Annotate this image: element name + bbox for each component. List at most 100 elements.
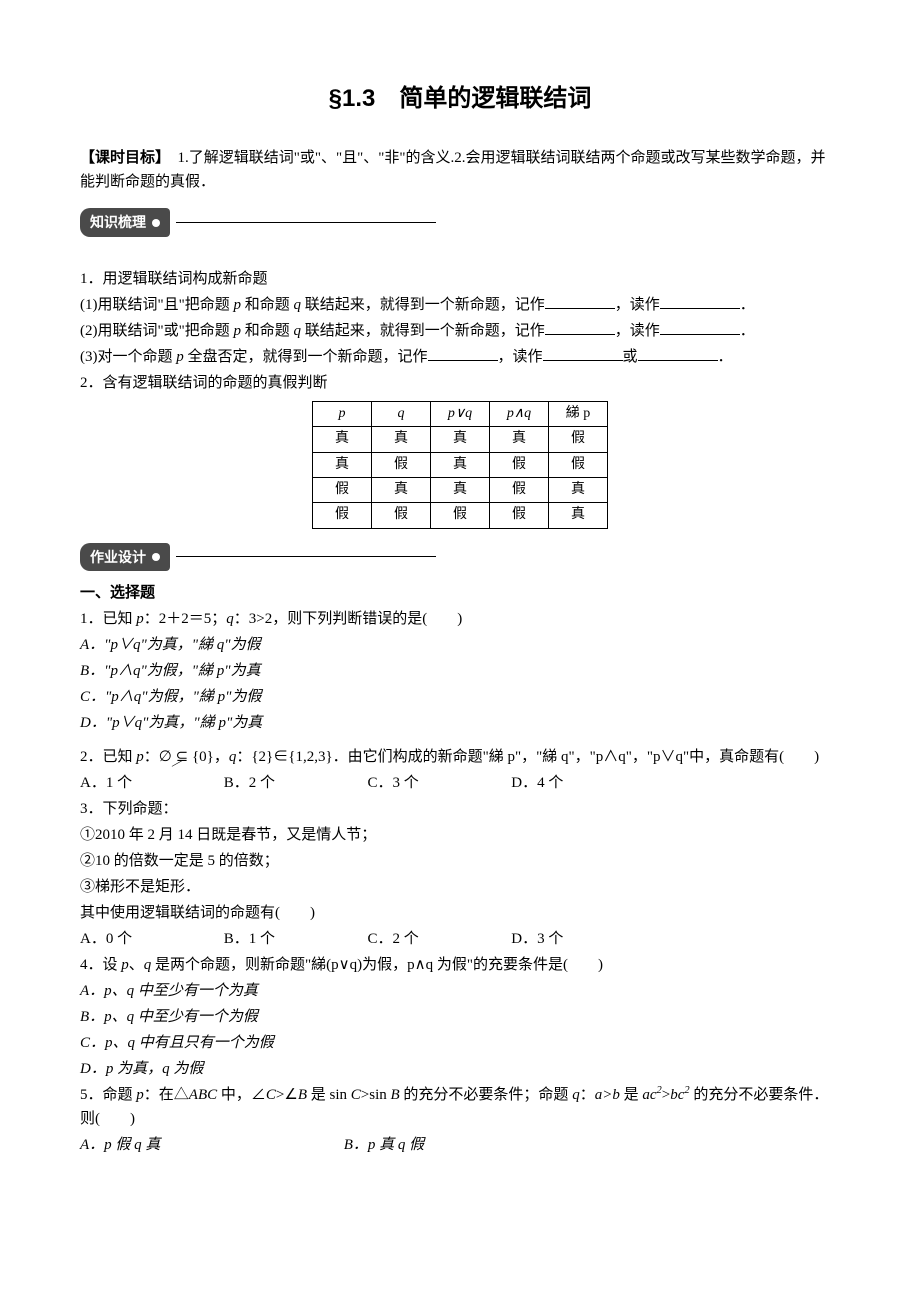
sym-p: p	[136, 1087, 144, 1103]
sym-q: q	[294, 323, 302, 339]
badge-homework: 作业设计	[80, 543, 170, 571]
page-title: §1.3 简单的逻辑联结词	[80, 80, 840, 118]
q1-opt-b: B．"p∧q"为假，"綈 p"为真	[80, 659, 840, 683]
t: 和命题	[241, 297, 294, 313]
section-header-homework: 作业设计	[80, 543, 840, 571]
know-1-3: (3)对一个命题 p 全盘否定，就得到一个新命题，记作，读作或．	[80, 345, 840, 369]
q3-2: ②10 的倍数一定是 5 的倍数；	[80, 849, 840, 873]
q2-opt-d: D．4 个	[511, 771, 651, 795]
sym-c: C	[351, 1087, 361, 1103]
badge-homework-text: 作业设计	[90, 546, 146, 568]
sym-p: p	[176, 349, 184, 365]
t: 联结起来，就得到一个新命题，记作	[301, 323, 545, 339]
t: ：2＋2＝5；	[144, 611, 227, 627]
t: ，读作	[615, 297, 660, 313]
q3-opts: A．0 个 B．1 个 C．2 个 D．3 个	[80, 927, 840, 951]
t: 的充分不必要条件；命题	[400, 1087, 573, 1103]
td: 真	[313, 427, 372, 452]
t: 或	[623, 349, 638, 365]
badge-dot	[152, 219, 160, 227]
sym-p: p	[234, 323, 242, 339]
sym-p: p	[136, 749, 144, 765]
sym-c: C	[266, 1087, 276, 1103]
q3-3: ③梯形不是矩形．	[80, 875, 840, 899]
sym-p: p	[234, 297, 242, 313]
td: 假	[372, 503, 431, 528]
objectives-text: 1.了解逻辑联结词"或"、"且"、"非"的含义.2.会用逻辑联结词联结两个命题或…	[80, 150, 826, 190]
badge-knowledge: 知识梳理	[80, 208, 170, 236]
t: 是	[620, 1087, 643, 1103]
t: ：{2}∈{1,2,3}．由它们构成的新命题"綈 p"，"綈 q"，"p∧q"，…	[236, 749, 819, 765]
t: ：	[580, 1087, 595, 1103]
t: B．p、q 中至少有一个为假	[80, 1009, 258, 1025]
td: 假	[372, 452, 431, 477]
t: (3)对一个命题	[80, 349, 176, 365]
td: 真	[313, 452, 372, 477]
th: p∧q	[490, 401, 549, 426]
q3-ask: 其中使用逻辑联结词的命题有( )	[80, 901, 840, 925]
table-header-row: p q p∨q p∧q 綈 p	[313, 401, 608, 426]
proper-subset-icon: ⊆⁄	[176, 750, 189, 765]
sym-gt: >	[662, 1087, 670, 1103]
t: 是两个命题，则新命题"綈(p∨q)为假，p∧q 为假"的充要条件是( )	[151, 957, 603, 973]
td: 真	[490, 427, 549, 452]
sym-bc2: bc2	[670, 1087, 689, 1103]
th: p	[313, 401, 372, 426]
sym-b: B	[391, 1087, 400, 1103]
t: (1)用联结词"且"把命题	[80, 297, 234, 313]
q5-opts: A．p 假 q 真 B．p 真 q 假	[80, 1133, 840, 1157]
t: >∠	[276, 1087, 298, 1103]
t: ．	[740, 323, 755, 339]
t: D．p 为真，q 为假	[80, 1061, 203, 1077]
blank	[545, 293, 615, 309]
q4-opt-d: D．p 为真，q 为假	[80, 1057, 840, 1081]
td: 假	[490, 452, 549, 477]
know-1-2: (2)用联结词"或"把命题 p 和命题 q 联结起来，就得到一个新命题，记作，读…	[80, 319, 840, 343]
td: 假	[549, 452, 608, 477]
objectives: 【课时目标】 1.了解逻辑联结词"或"、"且"、"非"的含义.2.会用逻辑联结词…	[80, 146, 840, 194]
blank	[545, 319, 615, 335]
sym-agtb: a>b	[595, 1087, 620, 1103]
th: 綈 p	[549, 401, 608, 426]
t: 中，∠	[217, 1087, 266, 1103]
table-row: 真 真 真 真 假	[313, 427, 608, 452]
td: 真	[431, 477, 490, 502]
q1-opt-d: D．"p∨q"为真，"綈 p"为真	[80, 711, 840, 735]
q5-opt-b: B．p 真 q 假	[344, 1133, 604, 1157]
truth-table: p q p∨q p∧q 綈 p 真 真 真 真 假 真 假 真 假 假 假 真 …	[312, 401, 608, 529]
q1-opt-a: A．"p∨q"为真，"綈 q"为假	[80, 633, 840, 657]
td: 真	[549, 503, 608, 528]
t: 1．已知	[80, 611, 136, 627]
th-text: q	[398, 406, 405, 421]
t: (2)用联结词"或"把命题	[80, 323, 234, 339]
q3-opt-c: C．2 个	[368, 927, 508, 951]
blank	[660, 319, 740, 335]
td: 真	[549, 477, 608, 502]
th: p∨q	[431, 401, 490, 426]
blank	[638, 345, 718, 361]
t: {0}，	[192, 749, 229, 765]
t: 联结起来，就得到一个新命题，记作	[301, 297, 545, 313]
table-row: 真 假 真 假 假	[313, 452, 608, 477]
q4-opt-c: C．p、q 中有且只有一个为假	[80, 1031, 840, 1055]
td: 真	[431, 452, 490, 477]
sym-p: p	[136, 611, 144, 627]
t: C．p、q 中有且只有一个为假	[80, 1035, 274, 1051]
q5-opt-a: A．p 假 q 真	[80, 1133, 340, 1157]
td: 真	[372, 477, 431, 502]
q2-stem: 2．已知 p：∅ ⊆⁄ {0}，q：{2}∈{1,2,3}．由它们构成的新命题"…	[80, 745, 840, 769]
section-line	[176, 556, 436, 557]
q2-opt-a: A．1 个	[80, 771, 220, 795]
t: 、	[129, 957, 144, 973]
q3-1: ①2010 年 2 月 14 日既是春节，又是情人节；	[80, 823, 840, 847]
td: 假	[490, 477, 549, 502]
section-a-title: 一、选择题	[80, 581, 840, 605]
q2-opts: A．1 个 B．2 个 C．3 个 D．4 个	[80, 771, 840, 795]
t: ：	[144, 749, 159, 765]
q4-stem: 4．设 p、q 是两个命题，则新命题"綈(p∨q)为假，p∧q 为假"的充要条件…	[80, 953, 840, 977]
t: ：3>2，则下列判断错误的是( )	[234, 611, 462, 627]
td: 真	[372, 427, 431, 452]
th-text: p	[339, 406, 346, 421]
section-header-knowledge: 知识梳理	[80, 208, 840, 236]
t: ：在△	[144, 1087, 189, 1103]
